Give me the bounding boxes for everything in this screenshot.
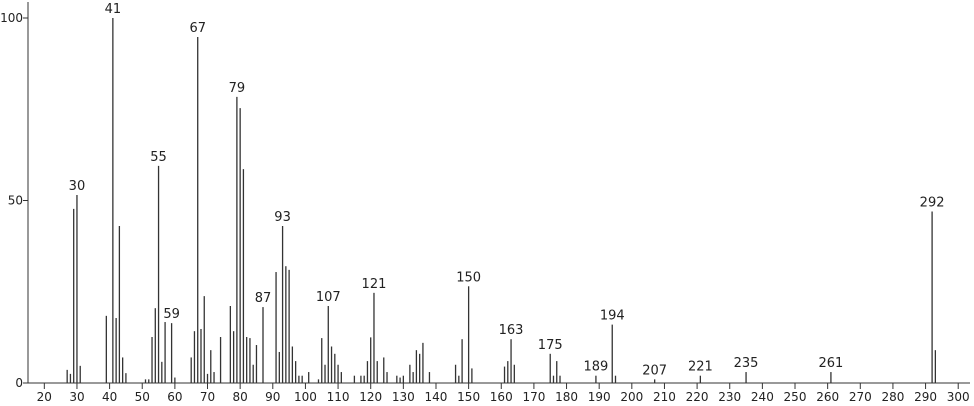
peak-label: 207 (642, 363, 667, 378)
peak-label: 163 (499, 323, 524, 338)
x-tick-label: 30 (69, 390, 84, 404)
x-tick-label: 210 (653, 390, 676, 404)
peak-label: 59 (163, 307, 180, 322)
x-tick-label: 290 (914, 390, 937, 404)
peak-label: 107 (316, 290, 341, 305)
x-tick-label: 150 (457, 390, 480, 404)
x-tick-label: 300 (947, 390, 970, 404)
x-tick-label: 180 (555, 390, 578, 404)
x-tick-label: 250 (784, 390, 807, 404)
x-tick-label: 40 (102, 390, 117, 404)
peak-label: 175 (538, 338, 563, 353)
peak-label: 194 (600, 309, 625, 324)
peak-label: 30 (69, 179, 86, 194)
x-tick-label: 260 (816, 390, 839, 404)
peak-label: 79 (229, 81, 246, 96)
x-tick-label: 20 (37, 390, 52, 404)
peak-label: 67 (189, 21, 206, 36)
y-tick-label: 50 (8, 194, 23, 208)
x-tick-label: 80 (233, 390, 248, 404)
x-tick-label: 240 (751, 390, 774, 404)
x-tick-label: 270 (849, 390, 872, 404)
peak-label: 235 (734, 356, 759, 371)
x-tick-label: 90 (265, 390, 280, 404)
x-tick-label: 60 (167, 390, 182, 404)
y-tick-label: 0 (15, 376, 23, 390)
x-tick-label: 200 (620, 390, 643, 404)
peak-label: 41 (105, 2, 122, 17)
x-tick-label: 160 (490, 390, 513, 404)
peak-label: 292 (920, 195, 945, 210)
x-tick-label: 50 (135, 390, 150, 404)
x-tick-label: 70 (200, 390, 215, 404)
x-tick-label: 230 (718, 390, 741, 404)
peak-label: 221 (688, 360, 713, 375)
x-tick-label: 190 (588, 390, 611, 404)
y-tick-label: 100 (0, 11, 23, 25)
x-tick-label: 220 (686, 390, 709, 404)
peak-label: 150 (456, 270, 481, 285)
x-tick-label: 170 (522, 390, 545, 404)
peak-label: 87 (255, 291, 272, 306)
peak-label: 261 (819, 356, 844, 371)
peak-label: 55 (150, 150, 167, 165)
peak-label: 93 (274, 210, 291, 225)
x-tick-label: 120 (359, 390, 382, 404)
x-tick-label: 110 (327, 390, 350, 404)
x-tick-label: 280 (881, 390, 904, 404)
x-tick-label: 140 (425, 390, 448, 404)
peak-label: 189 (584, 360, 609, 375)
x-tick-label: 100 (294, 390, 317, 404)
peak-label: 121 (362, 277, 387, 292)
x-tick-label: 130 (392, 390, 415, 404)
